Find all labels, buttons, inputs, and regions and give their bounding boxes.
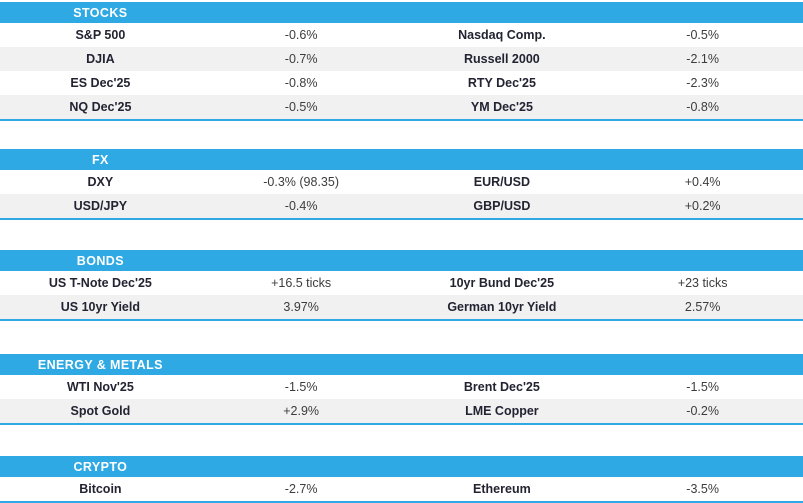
- section-header: BONDS: [0, 250, 803, 271]
- instrument-value: -0.5%: [686, 28, 719, 42]
- instrument-label: US T-Note Dec'25: [48, 276, 152, 290]
- instrument-label: EUR/USD: [473, 175, 530, 189]
- instrument-label: DJIA: [86, 52, 115, 66]
- section-title: FX: [91, 152, 109, 167]
- instrument-label: Ethereum: [473, 482, 531, 496]
- instrument-value: -0.4%: [284, 199, 318, 213]
- instrument-label: S&P 500: [75, 28, 126, 42]
- table-row: US T-Note Dec'25 +16.5 ticks 10yr Bund D…: [0, 271, 803, 295]
- section-rows: S&P 500 -0.6% Nasdaq Comp. -0.5% DJIA -0…: [0, 23, 803, 119]
- instrument-label: Spot Gold: [70, 404, 131, 418]
- instrument-value: -3.5%: [686, 482, 719, 496]
- section-title: BONDS: [76, 253, 124, 268]
- instrument-label: RTY Dec'25: [467, 76, 536, 90]
- table-row: NQ Dec'25 -0.5% YM Dec'25 -0.8%: [0, 95, 803, 119]
- instrument-label: GBP/USD: [473, 199, 531, 213]
- section-rows: US T-Note Dec'25 +16.5 ticks 10yr Bund D…: [0, 271, 803, 319]
- instrument-value: -0.6%: [284, 28, 318, 42]
- table-row: DJIA -0.7% Russell 2000 -2.1%: [0, 47, 803, 71]
- instrument-value: +23 ticks: [677, 276, 728, 290]
- instrument-value: +0.4%: [684, 175, 721, 189]
- table-row: US 10yr Yield 3.97% German 10yr Yield 2.…: [0, 295, 803, 319]
- instrument-value: -2.3%: [686, 76, 719, 90]
- section-stocks: STOCKS S&P 500 -0.6% Nasdaq Comp. -0.5% …: [0, 2, 803, 121]
- table-row: WTI Nov'25 -1.5% Brent Dec'25 -1.5%: [0, 375, 803, 399]
- instrument-label: NQ Dec'25: [69, 100, 132, 114]
- section-fx: FX DXY -0.3% (98.35) EUR/USD +0.4% USD/J…: [0, 149, 803, 220]
- instrument-value: -0.8%: [686, 100, 719, 114]
- instrument-value: -2.7%: [284, 482, 318, 496]
- section-bonds: BONDS US T-Note Dec'25 +16.5 ticks 10yr …: [0, 250, 803, 321]
- instrument-value: -0.8%: [284, 76, 318, 90]
- instrument-label: WTI Nov'25: [66, 380, 134, 394]
- section-rows: Bitcoin -2.7% Ethereum -3.5%: [0, 477, 803, 501]
- instrument-label: USD/JPY: [73, 199, 128, 213]
- instrument-value: -1.5%: [686, 380, 719, 394]
- section-header: STOCKS: [0, 2, 803, 23]
- section-rows: DXY -0.3% (98.35) EUR/USD +0.4% USD/JPY …: [0, 170, 803, 218]
- instrument-label: YM Dec'25: [470, 100, 533, 114]
- instrument-value: 3.97%: [283, 300, 319, 314]
- instrument-value: -2.1%: [686, 52, 719, 66]
- table-row: Bitcoin -2.7% Ethereum -3.5%: [0, 477, 803, 501]
- instrument-value: +16.5 ticks: [271, 276, 332, 290]
- instrument-label: Russell 2000: [464, 52, 540, 66]
- instrument-label: DXY: [87, 175, 114, 189]
- table-row: S&P 500 -0.6% Nasdaq Comp. -0.5%: [0, 23, 803, 47]
- table-row: Spot Gold +2.9% LME Copper -0.2%: [0, 399, 803, 423]
- section-header: ENERGY & METALS: [0, 354, 803, 375]
- instrument-label: Nasdaq Comp.: [458, 28, 546, 42]
- instrument-label: LME Copper: [465, 404, 539, 418]
- section-rows: WTI Nov'25 -1.5% Brent Dec'25 -1.5% Spot…: [0, 375, 803, 423]
- section-title: CRYPTO: [73, 459, 128, 474]
- instrument-label: ES Dec'25: [70, 76, 131, 90]
- section-header: CRYPTO: [0, 456, 803, 477]
- instrument-value: -0.3% (98.35): [263, 175, 339, 189]
- section-energy-metals: ENERGY & METALS WTI Nov'25 -1.5% Brent D…: [0, 354, 803, 425]
- section-title: ENERGY & METALS: [37, 357, 163, 372]
- instrument-label: 10yr Bund Dec'25: [449, 276, 555, 290]
- instrument-value: +0.2%: [684, 199, 721, 213]
- table-row: USD/JPY -0.4% GBP/USD +0.2%: [0, 194, 803, 218]
- instrument-value: -0.2%: [686, 404, 719, 418]
- section-title: STOCKS: [73, 5, 128, 20]
- instrument-value: +2.9%: [283, 404, 320, 418]
- table-row: ES Dec'25 -0.8% RTY Dec'25 -2.3%: [0, 71, 803, 95]
- section-crypto: CRYPTO Bitcoin -2.7% Ethereum -3.5%: [0, 456, 803, 503]
- instrument-label: Brent Dec'25: [463, 380, 540, 394]
- instrument-label: Bitcoin: [79, 482, 122, 496]
- instrument-value: -0.7%: [284, 52, 318, 66]
- instrument-value: -1.5%: [284, 380, 318, 394]
- instrument-label: US 10yr Yield: [60, 300, 140, 314]
- table-row: DXY -0.3% (98.35) EUR/USD +0.4%: [0, 170, 803, 194]
- section-header: FX: [0, 149, 803, 170]
- instrument-value: 2.57%: [684, 300, 721, 314]
- instrument-value: -0.5%: [284, 100, 318, 114]
- instrument-label: German 10yr Yield: [447, 300, 557, 314]
